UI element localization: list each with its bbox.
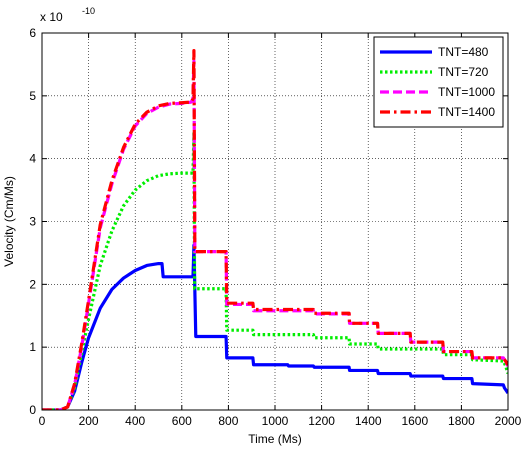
legend-label: TNT=480 (438, 45, 489, 59)
y-tick-label: 6 (29, 26, 36, 40)
x-tick-label: 1600 (401, 414, 428, 428)
y-tick-label: 4 (29, 152, 36, 166)
x-axis-label: Time (Ms) (248, 432, 302, 446)
series-line-tnt-480 (42, 243, 508, 410)
y-multiplier-exponent: -10 (82, 6, 95, 16)
x-tick-label: 800 (218, 414, 238, 428)
axis-ticks: 0 200 400 600 800 1000 1200 1400 1600 1800 2000 0 1 2… (29, 26, 521, 428)
y-tick-label: 0 (29, 403, 36, 417)
y-tick-label: 2 (29, 277, 36, 291)
y-tick-label: 3 (29, 215, 36, 229)
x-tick-label: 1400 (355, 414, 382, 428)
series-line-tnt-1400 (42, 48, 508, 410)
legend-label: TNT=720 (438, 65, 489, 79)
legend-label: TNT=1400 (438, 105, 495, 119)
y-tick-label: 5 (29, 89, 36, 103)
legend: TNT=480 TNT=720 TNT=1000 TNT=1400 (373, 36, 504, 128)
legend-label: TNT=1000 (438, 85, 495, 99)
series-lines (42, 48, 508, 410)
x-tick-label: 200 (79, 414, 99, 428)
x-tick-label: 1800 (448, 414, 475, 428)
x-tick-label: 400 (125, 414, 145, 428)
y-axis-label: Velocity (Cm/Ms) (2, 176, 16, 267)
y-tick-label: 1 (29, 340, 36, 354)
x-tick-label: 2000 (495, 414, 522, 428)
x-tick-label: 600 (172, 414, 192, 428)
x-tick-label: 0 (39, 414, 46, 428)
x-tick-label: 1200 (308, 414, 335, 428)
x-tick-label: 1000 (262, 414, 289, 428)
y-multiplier-base: x 10 (40, 10, 63, 24)
